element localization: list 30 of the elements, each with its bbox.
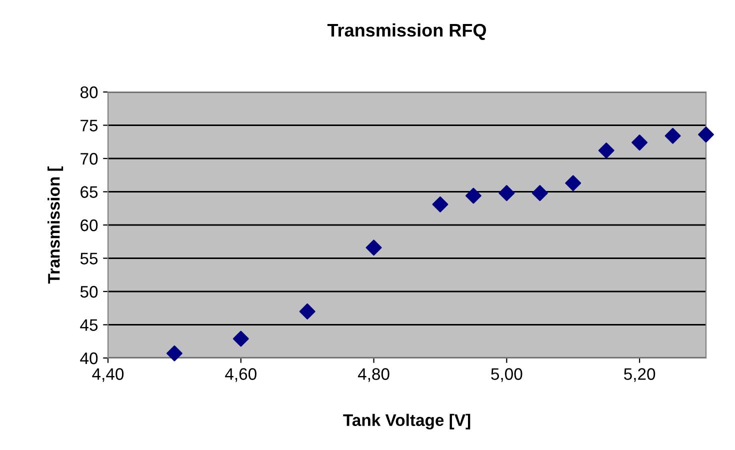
- x-axis-title: Tank Voltage [V]: [343, 414, 470, 430]
- y-tick-label: 60: [80, 219, 98, 232]
- x-tick-label: 4,60: [225, 368, 256, 382]
- point: [232, 330, 249, 347]
- point: [498, 185, 515, 202]
- point: [432, 196, 448, 212]
- point: [166, 345, 182, 362]
- y-tick-label: 65: [80, 186, 98, 198]
- x-tick-label: 4,40: [92, 368, 124, 382]
- point: [299, 303, 316, 320]
- y-tick-label: 80: [80, 86, 98, 98]
- point: [565, 175, 582, 192]
- chart-title: Transmission RFQ: [327, 23, 486, 40]
- y-tick-label: 75: [80, 120, 98, 132]
- x-tick-label: 4,80: [358, 368, 390, 382]
- y-axis-title: Transmission [: [48, 166, 64, 284]
- point: [366, 240, 382, 256]
- y-tick-label: 70: [80, 152, 98, 165]
- point: [632, 134, 648, 151]
- x-tick-label: 5,00: [491, 368, 522, 382]
- point: [664, 128, 681, 144]
- y-tick-label: 45: [80, 319, 98, 331]
- x-tick-label: 5,20: [624, 368, 656, 382]
- y-tick-label: 55: [80, 252, 98, 264]
- point: [698, 126, 714, 143]
- point: [465, 188, 482, 204]
- y-tick-label: 40: [80, 352, 98, 364]
- point: [532, 185, 548, 202]
- point: [598, 142, 614, 158]
- y-tick-label: 50: [80, 286, 98, 298]
